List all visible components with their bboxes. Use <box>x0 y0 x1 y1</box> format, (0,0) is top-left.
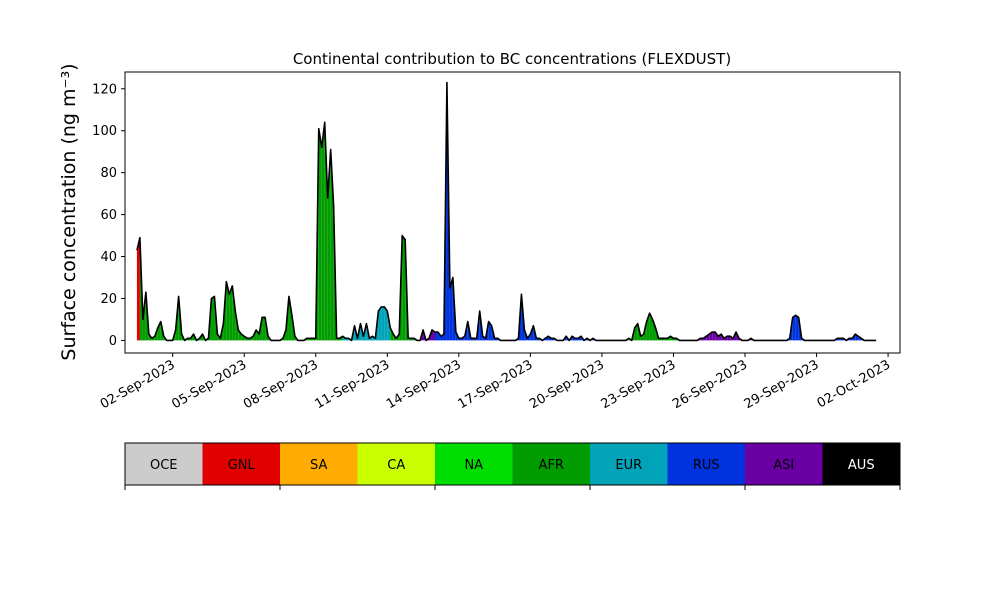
area-segment <box>238 329 242 341</box>
legend-label: EUR <box>615 458 642 473</box>
area-segment <box>652 319 656 341</box>
legend-swatch <box>590 443 668 485</box>
area-segment <box>241 334 245 341</box>
chart-title: Continental contribution to BC concentra… <box>293 50 731 68</box>
area-segment <box>384 306 388 341</box>
area-segment <box>488 321 492 341</box>
area-segment <box>324 122 328 341</box>
legend-swatch <box>822 443 901 485</box>
area-segment <box>440 334 444 341</box>
area-segment <box>232 285 236 341</box>
area-segment <box>321 122 325 341</box>
area-segment <box>727 336 731 341</box>
y-tick-label: 20 <box>100 292 117 307</box>
area-segment <box>640 334 644 341</box>
area-segment <box>136 237 140 341</box>
legend-label: AFR <box>539 458 564 473</box>
area-segment <box>381 306 385 341</box>
y-tick-label: 100 <box>92 124 117 139</box>
y-tick-label: 80 <box>100 166 117 181</box>
legend-label: ASI <box>773 458 794 473</box>
legend-swatch <box>202 443 281 485</box>
area-segment <box>288 296 292 341</box>
legend-label: RUS <box>693 458 720 473</box>
area-segment <box>229 285 233 341</box>
y-axis-ticks: 0 20 40 60 80 100 120 <box>92 82 125 349</box>
area-segment <box>378 306 382 341</box>
area-segment <box>226 281 230 341</box>
colorbar-legend: OCE GNL SA CA NA AFR EUR RUS ASI AUS <box>124 442 901 490</box>
area-segment <box>449 277 453 341</box>
legend-swatch <box>280 443 358 485</box>
y-tick-label: 0 <box>109 334 117 349</box>
area-segment <box>262 317 266 341</box>
legend-swatch <box>745 443 823 485</box>
area-segment <box>706 334 710 341</box>
legend-label: OCE <box>150 458 178 473</box>
area-segment <box>795 315 799 341</box>
y-axis-label: Surface concentration (ng m⁻³) <box>58 63 80 360</box>
y-tick-label: 60 <box>100 208 117 223</box>
plot-frame <box>124 71 901 354</box>
legend-swatch <box>512 443 591 485</box>
legend-label: SA <box>310 458 327 473</box>
y-tick-label: 40 <box>100 250 117 265</box>
area-segment <box>432 329 435 341</box>
legend-label: AUS <box>848 458 875 473</box>
area-segment <box>402 235 406 341</box>
total-concentration-line <box>136 81 877 342</box>
legend-frame <box>124 442 901 486</box>
area-segment <box>712 332 716 341</box>
legend-label: NA <box>464 458 483 473</box>
area-segment <box>792 315 796 341</box>
area-segment <box>435 332 438 341</box>
y-tick-label: 120 <box>92 82 117 97</box>
legend-swatch <box>125 443 203 485</box>
area-segment <box>718 334 722 341</box>
area-segment <box>855 334 859 341</box>
legend-swatch <box>667 443 746 485</box>
legend-swatch <box>435 443 513 485</box>
area-segment <box>256 329 260 341</box>
area-segment <box>318 128 322 341</box>
legend-label: GNL <box>228 458 256 473</box>
area-segment <box>649 313 653 341</box>
area-series-layer <box>136 81 877 342</box>
area-segment <box>211 296 215 341</box>
legend-swatch <box>357 443 436 485</box>
legend-label: CA <box>387 458 405 473</box>
